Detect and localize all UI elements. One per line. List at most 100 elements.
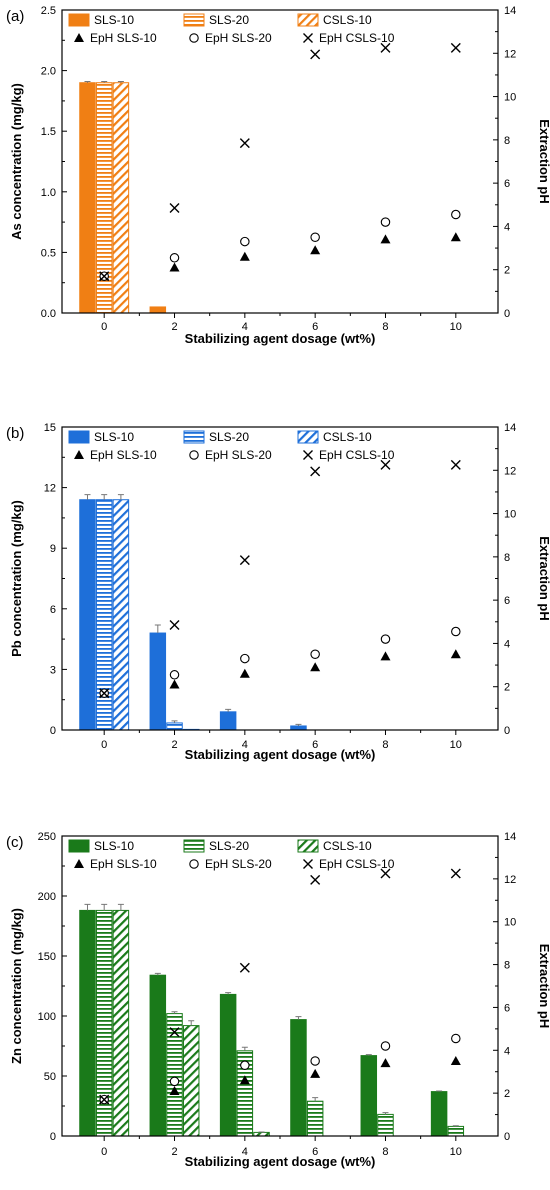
ph-point-eph-csls-10-x8 bbox=[380, 868, 391, 879]
bar-sls-20-x10 bbox=[447, 1125, 465, 1137]
ph-point-eph-sls-20-x8 bbox=[380, 634, 391, 644]
ph-point-eph-sls-10-x2 bbox=[169, 1086, 180, 1095]
y-axis-title: Zn concentration (mg/kg) bbox=[9, 908, 24, 1064]
bar-sls-10-x10 bbox=[430, 1091, 448, 1137]
bar-sls-10-x2 bbox=[149, 306, 167, 314]
legend-swatch bbox=[68, 13, 90, 27]
x-tick-label: 0 bbox=[101, 321, 107, 333]
x-tick-label: 0 bbox=[101, 739, 107, 751]
legend-label: EpH CSLS-10 bbox=[319, 31, 395, 45]
ph-point-eph-csls-10-x2 bbox=[169, 1027, 180, 1038]
y-tick-label: 15 bbox=[44, 422, 56, 434]
legend-marker bbox=[189, 33, 199, 43]
y2-tick-label: 4 bbox=[504, 221, 510, 233]
legend-label: SLS-20 bbox=[209, 430, 249, 444]
x-tick-label: 0 bbox=[101, 1146, 107, 1158]
ph-point-eph-sls-10-x8 bbox=[380, 234, 391, 244]
x-tick-label: 4 bbox=[242, 739, 248, 751]
bar-sls-10-x0 bbox=[79, 909, 96, 1137]
error-bar bbox=[365, 1054, 372, 1056]
ph-point-eph-sls-20-x8 bbox=[380, 1041, 391, 1051]
bar-sls-20-x8 bbox=[377, 1113, 394, 1137]
legend-label: EpH SLS-10 bbox=[90, 31, 157, 45]
x-axis-title: Stabilizing agent dosage (wt%) bbox=[185, 331, 376, 346]
ph-point-eph-csls-10-x4 bbox=[239, 138, 250, 149]
bar-sls-10-x2 bbox=[149, 974, 167, 1137]
error-bar bbox=[84, 494, 91, 500]
error-bar bbox=[117, 81, 124, 83]
y2-tick-label: 8 bbox=[504, 552, 510, 564]
y2-tick-label: 2 bbox=[504, 682, 510, 694]
ph-point-eph-sls-10-x8 bbox=[380, 1058, 391, 1068]
bar-sls-20-x2 bbox=[166, 722, 183, 731]
error-bar bbox=[171, 1011, 178, 1014]
legend-marker bbox=[303, 450, 313, 460]
ph-point-eph-sls-10-x6 bbox=[310, 1068, 321, 1078]
y2-tick-label: 4 bbox=[504, 1045, 510, 1057]
y2-tick-label: 8 bbox=[504, 960, 510, 972]
x-tick-label: 4 bbox=[242, 1146, 248, 1158]
bar-sls-10-x6 bbox=[290, 725, 307, 731]
ph-point-eph-sls-10-x8 bbox=[380, 651, 391, 661]
bar-sls-10-x6 bbox=[290, 1019, 307, 1137]
y2-tick-label: 12 bbox=[504, 874, 516, 886]
error-bar bbox=[117, 494, 124, 500]
x-tick-label: 2 bbox=[171, 739, 177, 751]
y2-tick-label: 0 bbox=[504, 308, 510, 320]
legend-marker bbox=[303, 33, 313, 43]
y2-tick-label: 10 bbox=[504, 92, 516, 104]
ph-point-eph-csls-10-x6 bbox=[310, 874, 321, 885]
legend-label: SLS-10 bbox=[94, 839, 134, 853]
x-tick-label: 2 bbox=[171, 1146, 177, 1158]
ph-point-eph-sls-20-x10 bbox=[451, 209, 461, 220]
y2-tick-label: 14 bbox=[504, 831, 516, 843]
ph-point-eph-csls-10-x0 bbox=[99, 688, 110, 699]
ph-point-eph-sls-10-x6 bbox=[310, 662, 321, 672]
ph-point-eph-sls-10-x2 bbox=[169, 679, 180, 689]
error-bar bbox=[154, 624, 161, 634]
legend-label: EpH CSLS-10 bbox=[319, 857, 395, 871]
error-bar bbox=[188, 1020, 195, 1026]
ph-point-eph-sls-20-x6 bbox=[310, 649, 320, 659]
ph-point-eph-csls-10-x8 bbox=[380, 42, 391, 53]
ph-point-eph-csls-10-x6 bbox=[310, 466, 321, 477]
error-bar bbox=[452, 1125, 459, 1127]
legend: SLS-10 SLS-20 CSLS-10 EpH SLS-10 EpH SLS-20 E… bbox=[68, 13, 395, 45]
legend-swatch bbox=[183, 839, 205, 853]
x-tick-label: 10 bbox=[450, 321, 462, 333]
ph-point-eph-csls-10-x10 bbox=[450, 868, 461, 879]
legend-label: SLS-20 bbox=[209, 839, 249, 853]
y2-axis-title: Extraction pH bbox=[537, 944, 550, 1029]
ph-point-eph-sls-20-x4 bbox=[240, 236, 250, 247]
ph-point-eph-sls-10-x4 bbox=[239, 251, 250, 261]
error-bar bbox=[225, 708, 232, 712]
y2-tick-label: 14 bbox=[504, 5, 516, 17]
panel-label: (a) bbox=[6, 8, 24, 25]
bar-csls-10-x0 bbox=[112, 499, 130, 731]
ph-point-eph-sls-20-x10 bbox=[451, 626, 461, 637]
y2-tick-label: 12 bbox=[504, 465, 516, 477]
ph-point-eph-csls-10-x0 bbox=[99, 271, 110, 282]
legend-marker bbox=[189, 450, 199, 460]
error-bar bbox=[225, 992, 232, 995]
y-tick-label: 0 bbox=[50, 725, 56, 737]
x-tick-label: 10 bbox=[450, 1146, 462, 1158]
ph-point-eph-sls-10-x10 bbox=[450, 1056, 461, 1065]
y-axis-title: Pb concentration (mg/kg) bbox=[9, 500, 24, 657]
legend-label: SLS-10 bbox=[94, 13, 134, 27]
legend-label: EpH SLS-20 bbox=[205, 857, 272, 871]
x-tick-label: 4 bbox=[242, 321, 248, 333]
legend: SLS-10 SLS-20 CSLS-10 EpH SLS-10 EpH SLS-20 E… bbox=[68, 839, 395, 871]
legend-label: CSLS-10 bbox=[323, 839, 372, 853]
legend-swatch bbox=[68, 430, 90, 444]
x-tick-label: 6 bbox=[312, 739, 318, 751]
y2-tick-label: 4 bbox=[504, 638, 510, 650]
x-tick-label: 8 bbox=[382, 1146, 388, 1158]
legend-label: SLS-20 bbox=[209, 13, 249, 27]
error-bar bbox=[312, 1097, 319, 1102]
error-bar bbox=[154, 972, 161, 976]
ph-point-eph-csls-10-x0 bbox=[99, 1094, 110, 1105]
legend-swatch bbox=[183, 430, 205, 444]
ph-point-eph-sls-20-x8 bbox=[380, 217, 391, 227]
legend-label: SLS-10 bbox=[94, 430, 134, 444]
